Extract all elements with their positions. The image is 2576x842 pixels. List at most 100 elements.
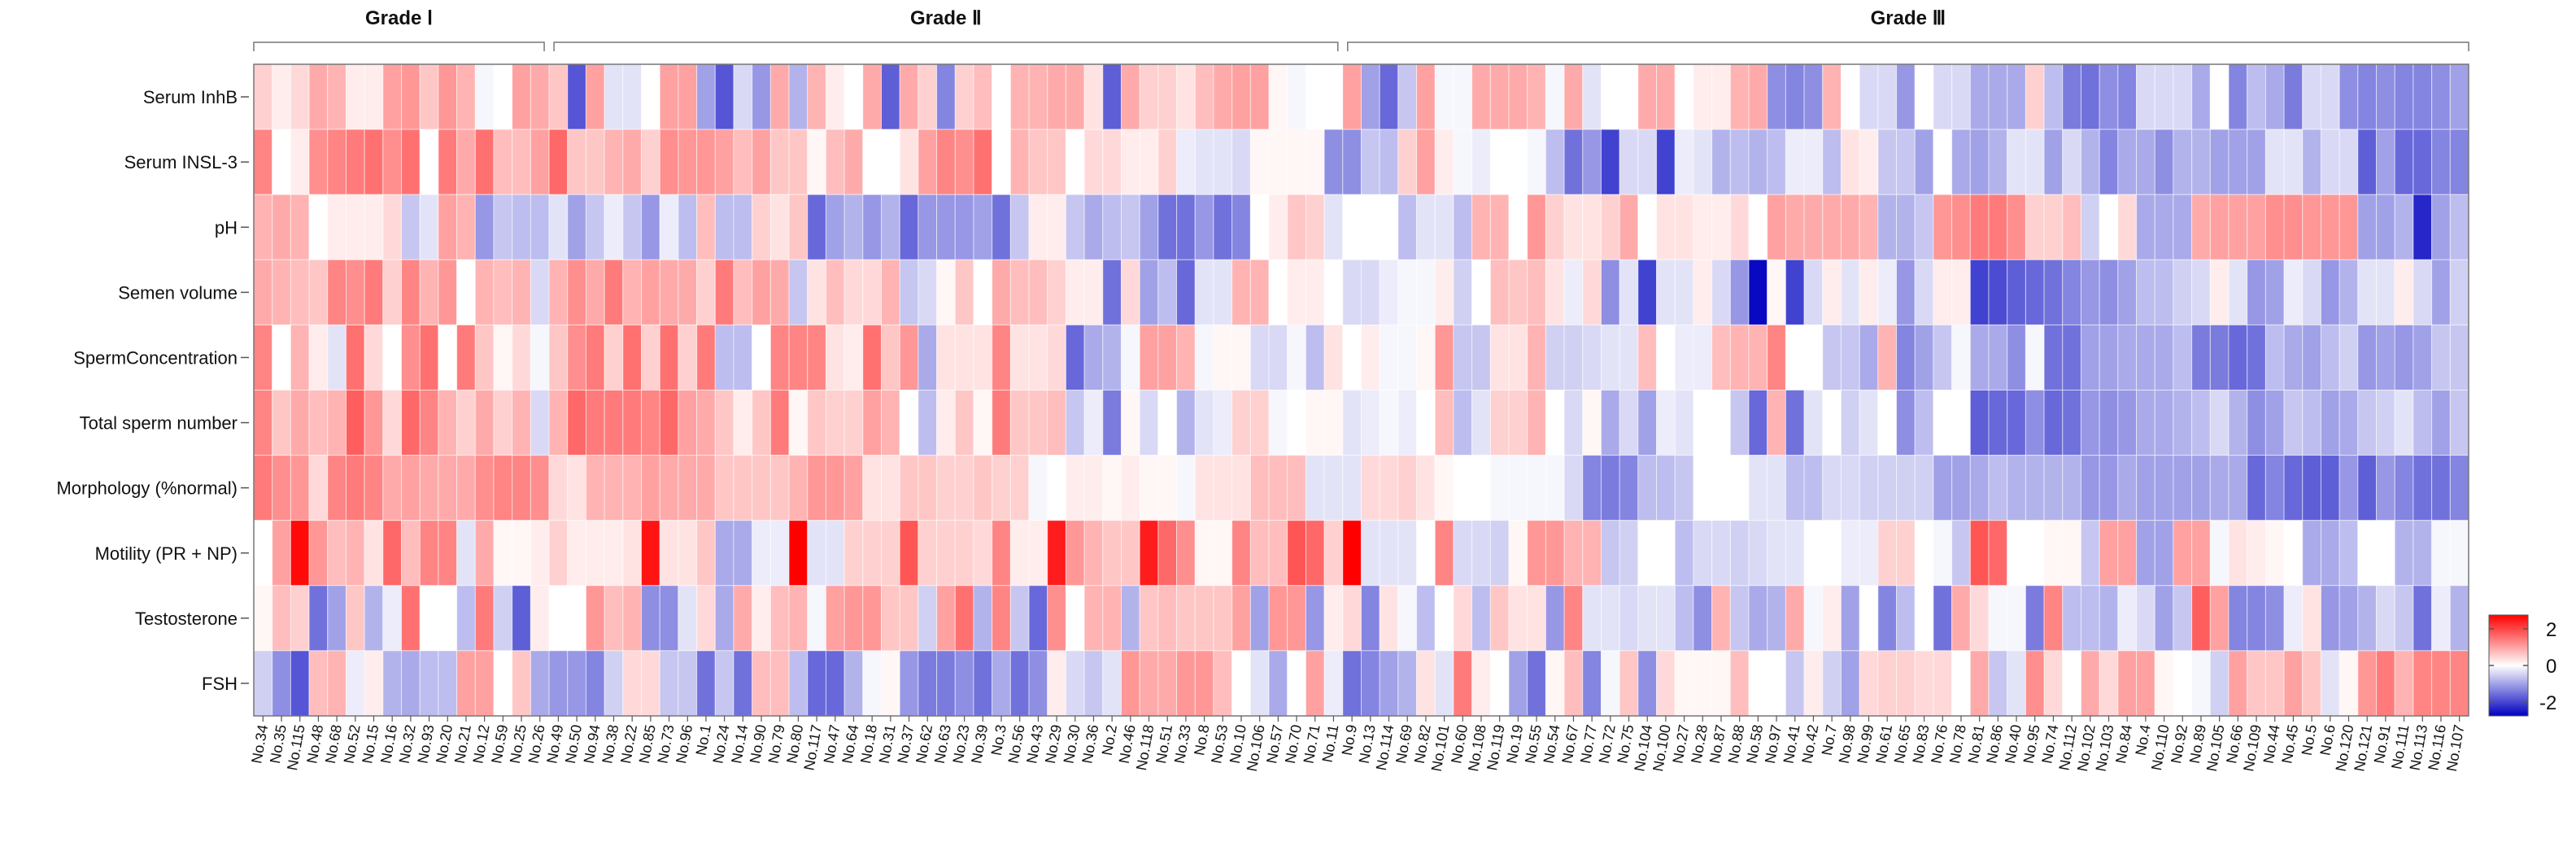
heatmap-cell [1527,455,1546,521]
heatmap-cell [1194,455,1214,521]
heatmap-cell [2228,455,2248,521]
heatmap-cell [733,324,753,390]
heatmap-cell [2320,520,2340,587]
heatmap-cell [345,194,365,260]
heatmap-cell [530,129,550,195]
heatmap-cell [290,650,310,717]
heatmap-cell [2099,650,2119,717]
heatmap-cell [1083,324,1104,390]
heatmap-cell [1969,129,1990,195]
heatmap-cell [1231,650,1251,717]
heatmap-cell [308,455,329,521]
heatmap-cell [1545,520,1565,587]
heatmap-cell [2413,650,2433,717]
heatmap-cell [1268,129,1288,195]
heatmap-cell [493,520,513,587]
heatmap-cell [1600,259,1620,325]
heatmap-cell [788,129,809,195]
heatmap-cell [308,585,329,652]
heatmap-cell [272,63,291,130]
heatmap-cell [253,194,273,260]
heatmap-cell [364,324,384,390]
heatmap-cell [2136,324,2155,390]
heatmap-cell [2099,194,2119,260]
heatmap-cell [2136,259,2155,325]
heatmap-cell [659,390,679,456]
heatmap-cell [973,129,993,195]
heatmap-cell [2357,520,2378,587]
heatmap-cell [1397,63,1418,130]
heatmap-cell [2431,129,2451,195]
heatmap-cell [1877,650,1898,717]
heatmap-cell [1711,520,1731,587]
heatmap-cell [2136,63,2155,130]
heatmap-cell [1471,455,1491,521]
heatmap-cell [992,650,1011,717]
heatmap-cell [2283,455,2304,521]
heatmap-cell [1249,324,1270,390]
heatmap-cell [1822,390,1842,456]
heatmap-cell [1656,259,1676,325]
heatmap-cell [622,390,643,456]
heatmap-cell [1951,585,1971,652]
heatmap-cell [1157,194,1178,260]
row-label: Semen volume [118,282,238,303]
heatmap-cell [2136,585,2155,652]
heatmap-cell [1379,129,1399,195]
heatmap-cell [272,455,291,521]
heatmap-cell [1656,390,1676,456]
heatmap-cell [1287,390,1306,456]
heatmap-cell [2264,63,2285,130]
heatmap-cell [1139,455,1159,521]
heatmap-cell [825,194,845,260]
heatmap-cell [622,259,643,325]
heatmap-cell [1453,520,1473,587]
heatmap-cell [272,194,291,260]
heatmap-cell [954,520,974,587]
heatmap-cell [1748,520,1768,587]
heatmap-cell [1767,194,1786,260]
heatmap-cell [1471,650,1491,717]
heatmap-cell [1767,259,1786,325]
heatmap-cell [2413,455,2433,521]
heatmap-cell [936,650,956,717]
heatmap-cell [678,455,698,521]
heatmap-cell [1157,63,1178,130]
heatmap-cell [752,63,771,130]
heatmap-cell [1563,585,1584,652]
heatmap-cell [1840,324,1860,390]
heatmap-cell [1009,520,1030,587]
heatmap-cell [1305,324,1325,390]
heatmap-cell [1693,129,1713,195]
heatmap-cell [1453,324,1473,390]
heatmap-cell [382,455,403,521]
legend-tick-label: 0 [2546,656,2556,678]
heatmap-cell [1471,259,1491,325]
heatmap-cell [1157,455,1178,521]
heatmap-cell [272,259,291,325]
heatmap-cell [992,390,1011,456]
heatmap-cell [1729,194,1750,260]
heatmap-cell [714,455,734,521]
heatmap-cell [401,259,421,325]
heatmap-cell [604,324,624,390]
heatmap-cell [456,520,476,587]
heatmap-cell [918,194,938,260]
heatmap-cell [2283,194,2304,260]
heatmap-cell [1656,455,1676,521]
heatmap-cell [1009,650,1030,717]
heatmap-cell [1637,63,1658,130]
heatmap-cell [2431,324,2451,390]
heatmap-cell [1083,259,1104,325]
heatmap-cell [641,585,660,652]
heatmap-cell [512,390,531,456]
heatmap-cell [2099,63,2119,130]
heatmap-cell [622,455,643,521]
heatmap-cell [1508,390,1528,456]
heatmap-cell [881,520,900,587]
heatmap-cell [2283,324,2304,390]
heatmap-cell [253,650,273,717]
heatmap-cell [1379,194,1399,260]
heatmap-cell [1194,194,1214,260]
heatmap-cell [1287,520,1306,587]
